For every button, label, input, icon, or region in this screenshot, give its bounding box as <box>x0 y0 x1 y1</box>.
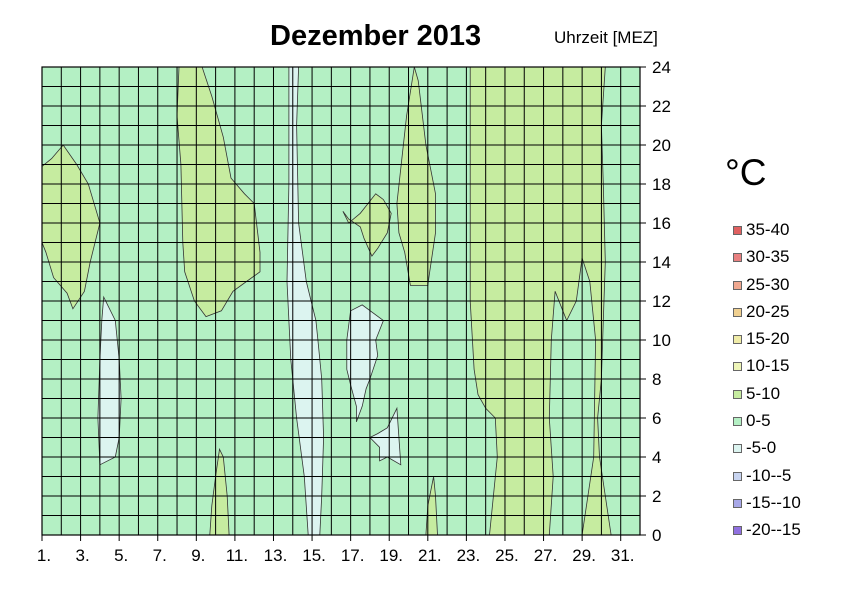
legend-swatch <box>733 335 742 345</box>
y-axis-label: Uhrzeit [MEZ] <box>554 28 658 47</box>
legend-swatch <box>733 417 742 427</box>
legend-label: 35-40 <box>746 220 790 239</box>
x-tick-label: 21. <box>418 546 442 565</box>
legend-swatch <box>733 389 742 399</box>
x-tick-label: 15. <box>302 546 326 565</box>
legend-label: -10--5 <box>746 465 792 485</box>
y-tick-label: 16 <box>652 214 671 233</box>
y-tick-label: 4 <box>652 448 661 467</box>
y-tick-label: 6 <box>652 409 661 428</box>
contour-region-10 <box>369 406 402 466</box>
x-tick-label: 3. <box>75 546 89 565</box>
x-tick-label: 27. <box>534 546 558 565</box>
x-tick-label: 25. <box>495 546 519 565</box>
y-tick-label: 20 <box>652 136 671 155</box>
chart-title: Dezember 2013 <box>270 20 482 52</box>
x-tick-label: 19. <box>379 546 403 565</box>
y-tick-label: 0 <box>652 526 661 545</box>
legend-label: 15-20 <box>746 329 790 349</box>
legend-swatch <box>733 471 742 481</box>
contour-region-9 <box>346 304 384 423</box>
legend-label: 25-30 <box>746 274 790 294</box>
x-tick-label: 29. <box>572 546 596 565</box>
contour-region-5 <box>209 447 230 536</box>
x-tick-label: 13. <box>264 546 288 565</box>
y-tick-label: 24 <box>652 58 671 77</box>
y-tick-label: 22 <box>652 97 671 116</box>
legend-swatch <box>733 498 742 508</box>
legend-swatch <box>733 226 742 235</box>
legend-label: 30-35 <box>746 247 790 267</box>
x-tick-label: 5. <box>114 546 128 565</box>
legend-label: 5-10 <box>746 383 781 403</box>
legend-label: 10-15 <box>746 356 790 376</box>
legend-label: -20--15 <box>746 520 801 540</box>
x-tick-label: 31. <box>611 546 635 565</box>
y-tick-label: 18 <box>652 175 671 194</box>
legend-label: -5-0 <box>746 438 777 458</box>
legend-swatch <box>733 253 742 263</box>
x-tick-label: 1. <box>37 546 51 565</box>
y-tick-label: 14 <box>652 253 671 272</box>
legend-label: -15--10 <box>746 492 801 512</box>
legend-label: 20-25 <box>746 301 790 321</box>
y-tick-label: 2 <box>652 487 661 506</box>
x-tick-label: 7. <box>153 546 167 565</box>
contour-region-3 <box>342 193 392 257</box>
legend-swatch <box>733 444 742 454</box>
x-tick-label: 9. <box>191 546 205 565</box>
legend-swatch <box>733 280 742 290</box>
contour-region-0 <box>41 144 101 310</box>
legend-swatch <box>733 307 742 317</box>
y-tick-label: 8 <box>652 370 661 389</box>
y-tick-label: 12 <box>652 292 671 311</box>
x-tick-label: 23. <box>457 546 481 565</box>
x-tick-label: 17. <box>341 546 365 565</box>
x-tick-label: 11. <box>226 546 248 565</box>
legend-swatch <box>733 362 742 372</box>
legend-title: °C <box>725 152 767 193</box>
legend-label: 0-5 <box>746 411 771 431</box>
legend-swatch <box>733 526 742 536</box>
y-tick-label: 10 <box>652 331 671 350</box>
